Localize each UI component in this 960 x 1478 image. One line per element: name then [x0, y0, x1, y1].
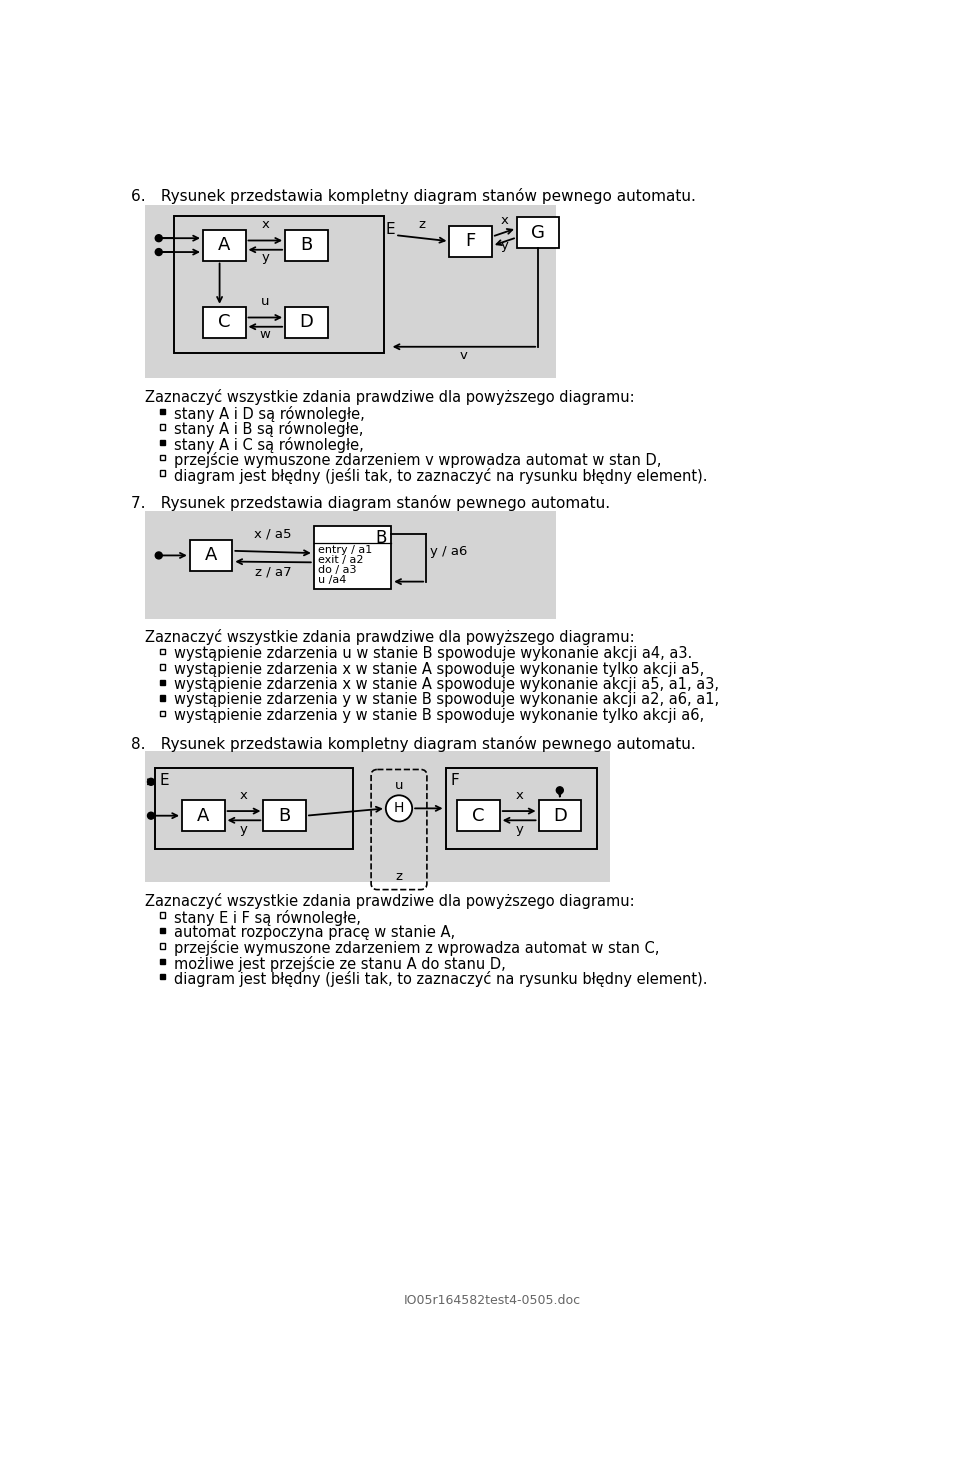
- Text: A: A: [197, 807, 209, 825]
- Text: 8. Rysunek przedstawia kompletny diagram stanów pewnego automatu.: 8. Rysunek przedstawia kompletny diagram…: [131, 736, 696, 752]
- Text: u /a4: u /a4: [318, 575, 346, 585]
- FancyBboxPatch shape: [175, 216, 383, 353]
- Text: D: D: [553, 807, 566, 825]
- Text: z: z: [419, 219, 425, 231]
- Circle shape: [148, 813, 155, 819]
- Text: y: y: [500, 239, 509, 251]
- Bar: [160, 912, 165, 918]
- Text: C: C: [218, 313, 230, 331]
- Text: y: y: [516, 823, 523, 835]
- FancyBboxPatch shape: [314, 526, 392, 590]
- Text: Zaznaczyć wszystkie zdania prawdziwe dla powyższego diagramu:: Zaznaczyć wszystkie zdania prawdziwe dla…: [145, 630, 635, 646]
- Bar: [160, 470, 165, 476]
- Text: B: B: [300, 236, 313, 254]
- FancyBboxPatch shape: [285, 307, 327, 337]
- Text: x / a5: x / a5: [254, 528, 292, 539]
- Text: stany A i C są równoległe,: stany A i C są równoległe,: [175, 437, 364, 452]
- Text: możliwe jest przejście ze stanu A do stanu D,: możliwe jest przejście ze stanu A do sta…: [175, 956, 506, 973]
- Bar: [160, 974, 165, 980]
- Text: C: C: [472, 807, 485, 825]
- Text: x: x: [261, 219, 269, 231]
- Text: B: B: [375, 529, 387, 547]
- Bar: [160, 649, 165, 655]
- Text: stany E i F są równoległe,: stany E i F są równoległe,: [175, 909, 361, 925]
- FancyBboxPatch shape: [203, 307, 246, 337]
- Text: H: H: [394, 801, 404, 816]
- Circle shape: [156, 551, 162, 559]
- Text: x: x: [500, 214, 509, 228]
- Text: stany A i D są równoległe,: stany A i D są równoległe,: [175, 406, 365, 423]
- FancyBboxPatch shape: [516, 217, 560, 248]
- Text: wystąpienie zdarzenia x w stanie A spowoduje wykonanie tylko akcji a5,: wystąpienie zdarzenia x w stanie A spowo…: [175, 662, 705, 677]
- FancyBboxPatch shape: [182, 800, 225, 831]
- Circle shape: [386, 795, 412, 822]
- Text: u: u: [395, 779, 403, 792]
- Bar: [160, 409, 165, 414]
- Text: diagram jest błędny (jeśli tak, to zaznaczyć na rysunku błędny element).: diagram jest błędny (jeśli tak, to zazna…: [175, 467, 708, 483]
- Text: z / a7: z / a7: [254, 566, 292, 578]
- Text: E: E: [159, 773, 169, 788]
- Text: automat rozpoczyna pracę w stanie A,: automat rozpoczyna pracę w stanie A,: [175, 925, 455, 940]
- Text: y: y: [240, 823, 248, 835]
- Bar: [145, 205, 556, 378]
- Text: 6. Rysunek przedstawia kompletny diagram stanów pewnego automatu.: 6. Rysunek przedstawia kompletny diagram…: [131, 188, 696, 204]
- Text: exit / a2: exit / a2: [318, 556, 363, 566]
- Text: do / a3: do / a3: [318, 566, 356, 575]
- FancyBboxPatch shape: [190, 539, 232, 571]
- Bar: [160, 959, 165, 964]
- FancyBboxPatch shape: [445, 769, 596, 848]
- Text: F: F: [466, 232, 476, 250]
- Text: wystąpienie zdarzenia y w stanie B spowoduje wykonanie akcji a2, a6, a1,: wystąpienie zdarzenia y w stanie B spowo…: [175, 693, 719, 708]
- Text: D: D: [300, 313, 313, 331]
- Circle shape: [557, 786, 564, 794]
- Text: G: G: [531, 223, 545, 242]
- Text: Zaznaczyć wszystkie zdania prawdziwe dla powyższego diagramu:: Zaznaczyć wszystkie zdania prawdziwe dla…: [145, 389, 635, 405]
- FancyBboxPatch shape: [155, 769, 352, 848]
- Bar: [160, 928, 165, 933]
- Bar: [145, 511, 556, 619]
- FancyBboxPatch shape: [539, 800, 581, 831]
- Bar: [160, 943, 165, 949]
- Text: y / a6: y / a6: [430, 545, 468, 559]
- Text: wystąpienie zdarzenia x w stanie A spowoduje wykonanie akcji a5, a1, a3,: wystąpienie zdarzenia x w stanie A spowo…: [175, 677, 719, 692]
- FancyBboxPatch shape: [263, 800, 306, 831]
- Text: A: A: [204, 547, 217, 565]
- Text: przejście wymuszone zdarzeniem z wprowadza automat w stan C,: przejście wymuszone zdarzeniem z wprowad…: [175, 940, 660, 956]
- Bar: [160, 439, 165, 445]
- Bar: [160, 665, 165, 670]
- Bar: [160, 455, 165, 460]
- Bar: [160, 424, 165, 430]
- Text: stany A i B są równoległe,: stany A i B są równoległe,: [175, 421, 364, 437]
- FancyBboxPatch shape: [449, 226, 492, 257]
- Text: v: v: [460, 349, 468, 362]
- FancyBboxPatch shape: [457, 800, 500, 831]
- Text: x: x: [240, 789, 248, 803]
- Text: IO05r164582test4-0505.doc: IO05r164582test4-0505.doc: [403, 1293, 581, 1307]
- Circle shape: [148, 779, 155, 785]
- Text: wystąpienie zdarzenia y w stanie B spowoduje wykonanie tylko akcji a6,: wystąpienie zdarzenia y w stanie B spowo…: [175, 708, 705, 723]
- Text: diagram jest błędny (jeśli tak, to zaznaczyć na rysunku błędny element).: diagram jest błędny (jeśli tak, to zazna…: [175, 971, 708, 987]
- Text: 7. Rysunek przedstawia diagram stanów pewnego automatu.: 7. Rysunek przedstawia diagram stanów pe…: [131, 495, 610, 511]
- Bar: [160, 695, 165, 701]
- Text: wystąpienie zdarzenia u w stanie B spowoduje wykonanie akcji a4, a3.: wystąpienie zdarzenia u w stanie B spowo…: [175, 646, 692, 661]
- Text: z: z: [396, 869, 402, 882]
- Text: x: x: [516, 789, 523, 803]
- Text: E: E: [386, 222, 396, 236]
- Bar: [160, 680, 165, 686]
- FancyBboxPatch shape: [203, 229, 246, 260]
- Bar: [160, 711, 165, 715]
- Text: A: A: [218, 236, 230, 254]
- Text: B: B: [278, 807, 291, 825]
- Text: u: u: [261, 296, 270, 309]
- Text: Zaznaczyć wszystkie zdania prawdziwe dla powyższego diagramu:: Zaznaczyć wszystkie zdania prawdziwe dla…: [145, 893, 635, 909]
- Text: entry / a1: entry / a1: [318, 545, 372, 556]
- Text: y: y: [261, 251, 269, 265]
- Bar: [145, 751, 610, 882]
- Text: przejście wymuszone zdarzeniem v wprowadza automat w stan D,: przejście wymuszone zdarzeniem v wprowad…: [175, 452, 661, 469]
- Circle shape: [156, 248, 162, 256]
- Circle shape: [156, 235, 162, 242]
- Text: F: F: [450, 773, 459, 788]
- Text: w: w: [260, 328, 271, 341]
- FancyBboxPatch shape: [285, 229, 327, 260]
